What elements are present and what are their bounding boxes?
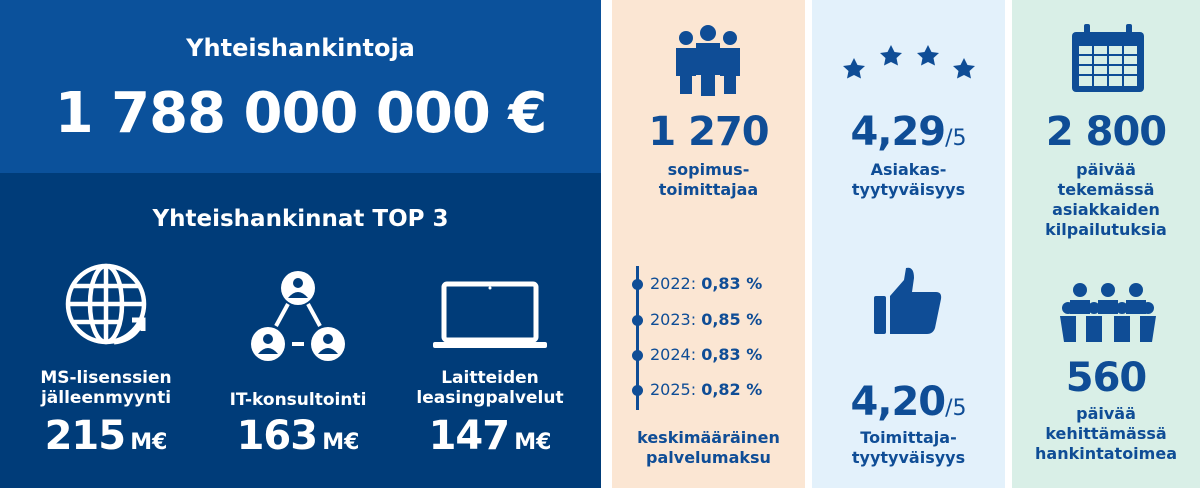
- fee-timeline-dot: [632, 385, 643, 396]
- people-group-icon: [672, 24, 744, 96]
- stars-icon: [836, 40, 980, 86]
- item1-label: MS-lisenssien jälleenmyynti: [40, 368, 172, 408]
- fee-label: keskimääräinen palvelumaksu: [637, 428, 780, 467]
- team-group-icon: [1060, 282, 1156, 342]
- fee-timeline-dot: [632, 279, 643, 290]
- network-people-icon: [250, 270, 346, 362]
- tendering-days-label: päivää tekemässä asiakkaiden kilpailutuk…: [1045, 160, 1167, 239]
- fee-timeline-dot: [632, 350, 643, 361]
- thumbs-up-icon: [872, 266, 944, 338]
- customer-sat-label: Asiakas- tyytyväisyys: [851, 160, 966, 199]
- item3-value: 147 M€: [428, 413, 552, 459]
- laptop-icon: [430, 280, 550, 352]
- top3-title: Yhteishankinnat TOP 3: [152, 206, 449, 232]
- satisfaction-column: [812, 0, 1005, 488]
- suppliers-label: sopimus- toimittajaa: [658, 160, 759, 199]
- top3-panel: [0, 173, 601, 488]
- fee-timeline-dot: [632, 315, 643, 326]
- item3-label: Laitteiden leasingpalvelut: [416, 368, 564, 408]
- item1-value: 215 M€: [44, 413, 168, 459]
- total-value: 1 788 000 000 €: [54, 81, 548, 146]
- suppliers-value: 1 270: [648, 109, 769, 155]
- fee-row: 2025: 0,82 %: [650, 380, 763, 399]
- fee-timeline-line: [636, 266, 639, 410]
- fee-row: 2024: 0,83 %: [650, 345, 763, 364]
- calendar-icon: [1070, 24, 1146, 94]
- item2-value: 163 M€: [236, 413, 360, 459]
- customer-sat-value: 4,29/5: [850, 109, 967, 155]
- supplier-sat-value: 4,20/5: [850, 379, 967, 425]
- supplier-sat-label: Toimittaja- tyytyväisyys: [851, 428, 966, 467]
- globe-refresh-icon: [62, 262, 150, 350]
- tendering-days-value: 2 800: [1045, 109, 1167, 155]
- total-title: Yhteishankintoja: [186, 34, 415, 62]
- fee-row: 2022: 0,83 %: [650, 274, 763, 293]
- developing-days-label: päivää kehittämässä hankintatoimea: [1035, 404, 1177, 463]
- item2-label: IT-konsultointi: [229, 390, 367, 410]
- fee-row: 2023: 0,85 %: [650, 310, 763, 329]
- total-panel: [0, 0, 601, 173]
- developing-days-value: 560: [1065, 355, 1148, 401]
